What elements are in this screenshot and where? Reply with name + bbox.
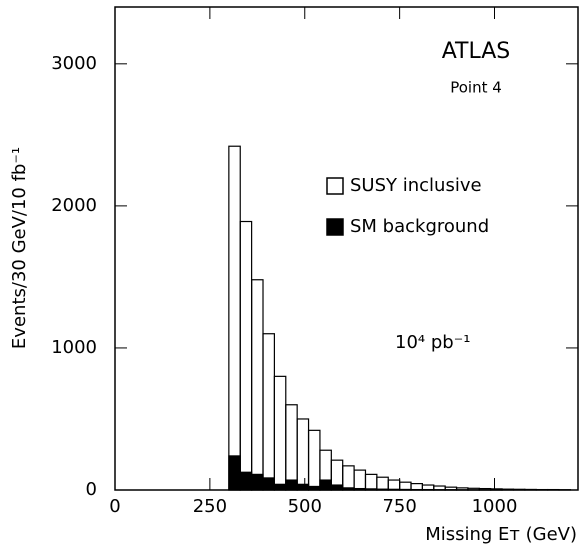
bar: [240, 472, 251, 490]
y-tick-label: 1000: [51, 337, 97, 358]
x-axis-label: Missing Eᴛ (GeV): [425, 524, 577, 545]
x-tick-label: 250: [193, 496, 227, 517]
bar: [252, 280, 263, 490]
bar: [343, 466, 354, 490]
y-axis-label: Events/30 GeV/10 fb⁻¹: [9, 147, 30, 349]
plot-frame: [115, 7, 578, 490]
annotation: 10⁴ pb⁻¹: [395, 332, 470, 353]
x-tick-label: 500: [288, 496, 322, 517]
bar: [286, 405, 297, 490]
legend-label: SUSY inclusive: [350, 175, 482, 196]
bar: [400, 482, 411, 490]
bar: [229, 456, 240, 490]
legend-label: SM background: [350, 216, 489, 237]
x-tick-label: 0: [109, 496, 120, 517]
x-tick-label: 750: [382, 496, 416, 517]
chart-subtitle: Point 4: [450, 79, 502, 97]
bar: [297, 484, 308, 490]
bar: [263, 478, 274, 490]
bar: [286, 480, 297, 490]
bar: [365, 474, 376, 490]
bar: [309, 430, 320, 490]
bar: [274, 376, 285, 490]
bar: [388, 480, 399, 490]
y-tick-label: 2000: [51, 195, 97, 216]
legend-swatch: [327, 219, 343, 235]
bar: [354, 470, 365, 490]
y-tick-label: 3000: [51, 53, 97, 74]
bar: [229, 146, 240, 490]
y-tick-label: 0: [86, 479, 97, 500]
bar: [377, 477, 388, 490]
legend-swatch: [327, 178, 343, 194]
bar: [320, 480, 331, 490]
x-tick-label: 1000: [472, 496, 518, 517]
bar: [274, 484, 285, 490]
bar: [297, 419, 308, 490]
bar: [252, 474, 263, 490]
bar: [263, 334, 274, 490]
chart-title: ATLAS: [442, 39, 511, 64]
bar: [240, 222, 251, 490]
